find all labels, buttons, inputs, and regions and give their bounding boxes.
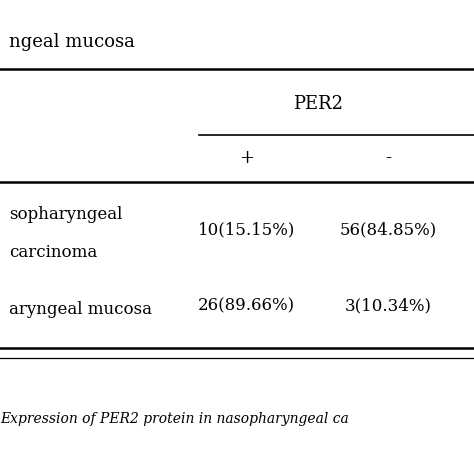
- Text: 3(10.34%): 3(10.34%): [345, 297, 432, 314]
- Text: 56(84.85%): 56(84.85%): [340, 221, 438, 238]
- Text: 26(89.66%): 26(89.66%): [198, 297, 295, 314]
- Text: -: -: [386, 149, 392, 167]
- Text: PER2: PER2: [292, 95, 343, 113]
- Text: ngeal mucosa: ngeal mucosa: [9, 33, 136, 51]
- Text: aryngeal mucosa: aryngeal mucosa: [9, 301, 153, 318]
- Text: 10(15.15%): 10(15.15%): [198, 221, 295, 238]
- Text: sopharyngeal: sopharyngeal: [9, 206, 123, 223]
- Text: carcinoma: carcinoma: [9, 244, 98, 261]
- Text: Expression of PER2 protein in nasopharyngeal ca: Expression of PER2 protein in nasopharyn…: [0, 412, 349, 427]
- Text: +: +: [239, 149, 254, 167]
